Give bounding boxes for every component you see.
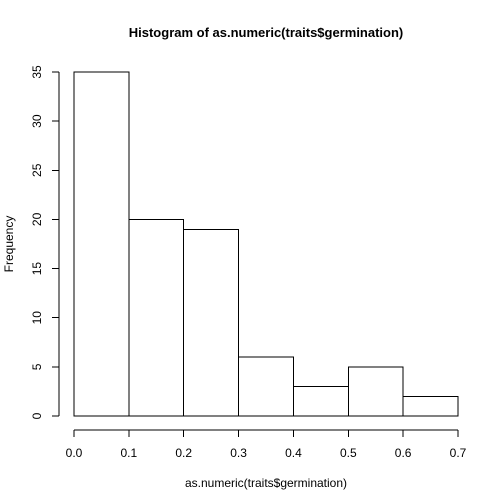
y-tick-label-5: 25 — [30, 163, 44, 177]
y-axis-label: Frequency — [2, 216, 16, 273]
chart-title: Histogram of as.numeric(traits$germinati… — [129, 25, 404, 40]
x-tick-label-2: 0.2 — [175, 446, 192, 460]
x-tick-label-5: 0.5 — [340, 446, 357, 460]
y-tick-label-2: 10 — [30, 311, 44, 325]
histogram-bar-4 — [292, 386, 349, 417]
histogram-bar-2 — [183, 228, 240, 417]
y-tick-label-1: 5 — [30, 363, 44, 370]
y-tick-label-6: 30 — [30, 114, 44, 128]
x-tick-label-0: 0.0 — [66, 446, 83, 460]
x-axis-label: as.numeric(traits$germination) — [185, 476, 347, 490]
histogram-bar-1 — [128, 218, 185, 417]
x-tick-label-4: 0.4 — [285, 446, 302, 460]
x-tick-label-1: 0.1 — [121, 446, 138, 460]
histogram-bar-6 — [402, 395, 459, 417]
y-tick-label-4: 20 — [30, 212, 44, 226]
x-tick-label-6: 0.6 — [395, 446, 412, 460]
x-axis: 0.0 0.1 0.2 0.3 0.4 0.5 0.6 0.7 — [66, 429, 467, 460]
x-tick-label-7: 0.7 — [450, 446, 467, 460]
y-tick-label-0: 0 — [30, 412, 44, 419]
histogram-bar-0 — [73, 71, 130, 417]
histogram-bar-3 — [238, 356, 294, 417]
y-axis: 0 5 10 15 20 25 30 35 — [30, 65, 60, 419]
histogram-bar-5 — [347, 366, 404, 417]
bars-group — [73, 71, 459, 417]
y-tick-label-7: 35 — [30, 65, 44, 79]
x-tick-label-3: 0.3 — [230, 446, 247, 460]
y-tick-label-3: 15 — [30, 262, 44, 276]
